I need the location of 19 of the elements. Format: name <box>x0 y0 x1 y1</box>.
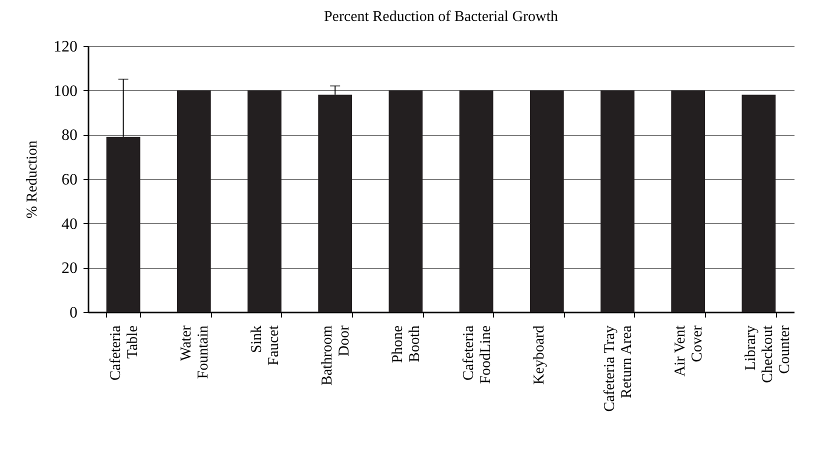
x-tick-label: Air Vent Cover <box>672 324 706 376</box>
y-tick-label: 100 <box>54 82 78 100</box>
x-tick-label: Phone Booth <box>390 325 424 363</box>
y-tick-label: 60 <box>62 172 78 188</box>
x-tick-label: Water Fountain <box>178 325 212 379</box>
y-tick-label: 80 <box>62 127 78 144</box>
y-tick-label: 20 <box>62 260 78 278</box>
x-tick-label: Keyboard <box>531 325 548 385</box>
x-tick-label: Library Checkout Counter <box>743 324 794 383</box>
chart-title: Percent Reduction of Bacterial Growth <box>324 9 559 25</box>
y-tick-label: 0 <box>70 304 78 322</box>
x-tick-label: Cafeteria Table <box>108 325 141 380</box>
x-tick-label: Cafeteria FoodLine <box>460 325 494 384</box>
y-axis-title: % Reduction <box>24 140 40 218</box>
y-tick-label: 120 <box>54 38 78 56</box>
x-tick-label: Bathroom Door <box>320 325 353 386</box>
y-tick-label: 40 <box>62 216 78 233</box>
x-tick-label: Sink Faucet <box>249 324 282 366</box>
x-tick-label: Cafeteria Tray Return Area <box>602 325 635 412</box>
